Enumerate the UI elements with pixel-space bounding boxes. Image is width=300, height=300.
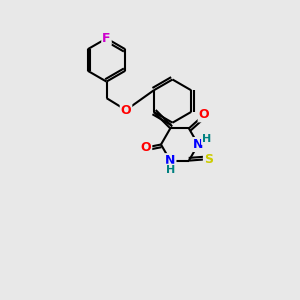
Text: S: S [204, 153, 213, 166]
Text: H: H [202, 134, 211, 144]
Text: H: H [166, 165, 176, 175]
Text: N: N [193, 138, 203, 151]
Text: F: F [102, 32, 111, 45]
Text: O: O [199, 108, 209, 122]
Text: O: O [121, 103, 131, 117]
Text: O: O [141, 141, 151, 154]
Text: N: N [165, 154, 175, 167]
